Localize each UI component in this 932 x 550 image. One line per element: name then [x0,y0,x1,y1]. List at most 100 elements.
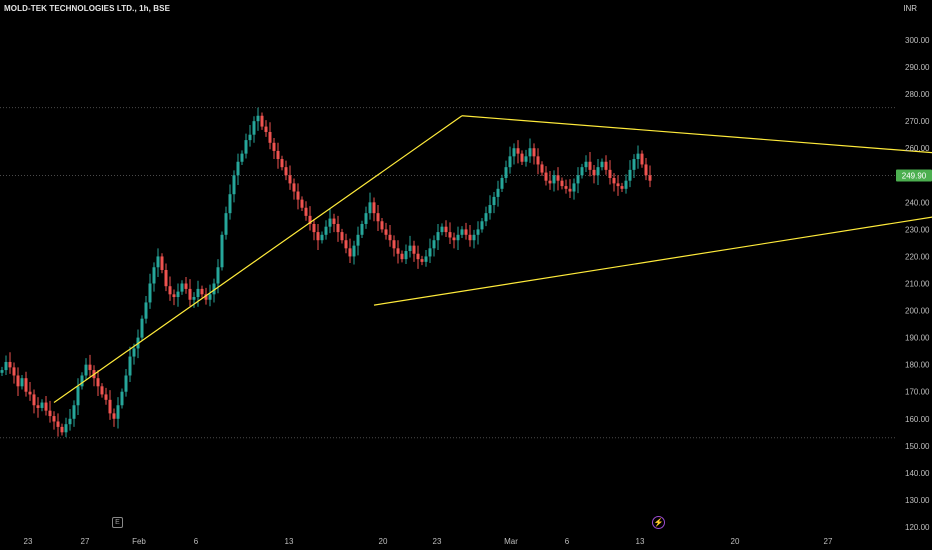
y-tick-label: 160.00 [905,415,930,424]
y-tick-label: 260.00 [905,144,930,153]
candle-body [108,399,112,414]
candle-body [464,229,468,235]
candle-body [560,180,564,187]
y-tick-label: 130.00 [905,496,930,505]
candle-body [312,223,316,233]
candle-body [616,183,620,187]
candle-body [648,175,652,181]
candle-body [544,172,548,181]
candle-body [28,391,32,395]
candle-body [192,297,196,300]
candle-body [380,221,384,230]
candle-body [524,156,528,162]
horizontal-levels [0,107,895,439]
candle-body [168,286,172,295]
candles [0,107,652,438]
candle-body [392,240,396,249]
x-tick-label: 20 [379,537,388,546]
candle-body [132,348,136,357]
candle-body [432,240,436,249]
y-tick-label: 190.00 [905,334,930,343]
y-tick-label: 290.00 [905,63,930,72]
y-tick-label: 270.00 [905,117,930,126]
candle-body [176,291,180,298]
y-tick-label: 240.00 [905,198,930,207]
candle-body [300,199,304,208]
candle-body [52,416,56,422]
candle-body [452,237,456,241]
earnings-badge[interactable]: E [112,517,123,528]
candle-body [384,229,388,235]
candle-body [368,202,372,214]
candle-body [496,188,500,197]
candle-body [308,215,312,224]
candle-body [620,186,624,189]
candle-body [0,370,4,373]
y-tick-label: 180.00 [905,361,930,370]
candle-body [44,402,48,411]
candle-body [556,175,560,181]
candle-body [40,402,44,408]
x-tick-label: 20 [731,537,740,546]
candle-body [636,153,640,160]
candle-body [500,177,504,189]
candle-body [324,226,328,235]
candle-body [612,177,616,184]
candle-body [412,245,416,254]
candle-body [144,302,148,319]
candle-body [444,226,448,233]
candle-body [584,161,588,168]
candle-body [180,283,184,292]
candle-body [244,140,248,154]
candle-body [280,159,284,168]
candle-body [264,126,268,132]
x-tick-label: 6 [565,537,570,546]
x-tick-label: 23 [24,537,33,546]
candle-body [276,150,280,160]
y-tick-label: 280.00 [905,90,930,99]
candle-body [356,234,360,246]
dividend-bolt-icon[interactable]: ⚡ [652,516,665,529]
candle-body [484,213,488,222]
candle-body [416,253,420,260]
x-tick-label: 23 [433,537,442,546]
candle-body [344,240,348,249]
time-axis: 23 27 Feb 6 13 20 23 Mar 6 13 20 27 [24,537,833,546]
candle-body [572,183,576,192]
candle-body [48,410,52,417]
candle-body [260,115,264,127]
chart-title: MOLD-TEK TECHNOLOGIES LTD., 1h, BSE [4,4,171,13]
candle-body [592,169,596,176]
candle-body [248,134,252,141]
candle-body [328,218,332,227]
y-tick-label: 300.00 [905,36,930,45]
candle-body [644,164,648,176]
candle-body [296,191,300,200]
trend-line [461,115,932,154]
candle-body [164,269,168,287]
x-tick-label: 27 [824,537,833,546]
candle-body [400,253,404,260]
candle-body [632,159,636,170]
candle-body [448,232,452,238]
candle-body [124,375,128,392]
candle-body [76,386,80,406]
candle-body [140,318,144,338]
candle-body [112,413,116,419]
candle-body [424,256,428,262]
candle-body [376,213,380,222]
candle-body [212,283,216,295]
candle-body [56,421,60,427]
candle-body [536,156,540,165]
candle-body [372,202,376,214]
candle-body [236,161,240,176]
candle-body [184,283,188,289]
candle-body [24,378,28,392]
candle-body [304,207,308,216]
candle-body [488,205,492,214]
candle-body [352,245,356,257]
candle-body [340,232,344,241]
candle-body [512,148,516,157]
candle-body [436,232,440,241]
